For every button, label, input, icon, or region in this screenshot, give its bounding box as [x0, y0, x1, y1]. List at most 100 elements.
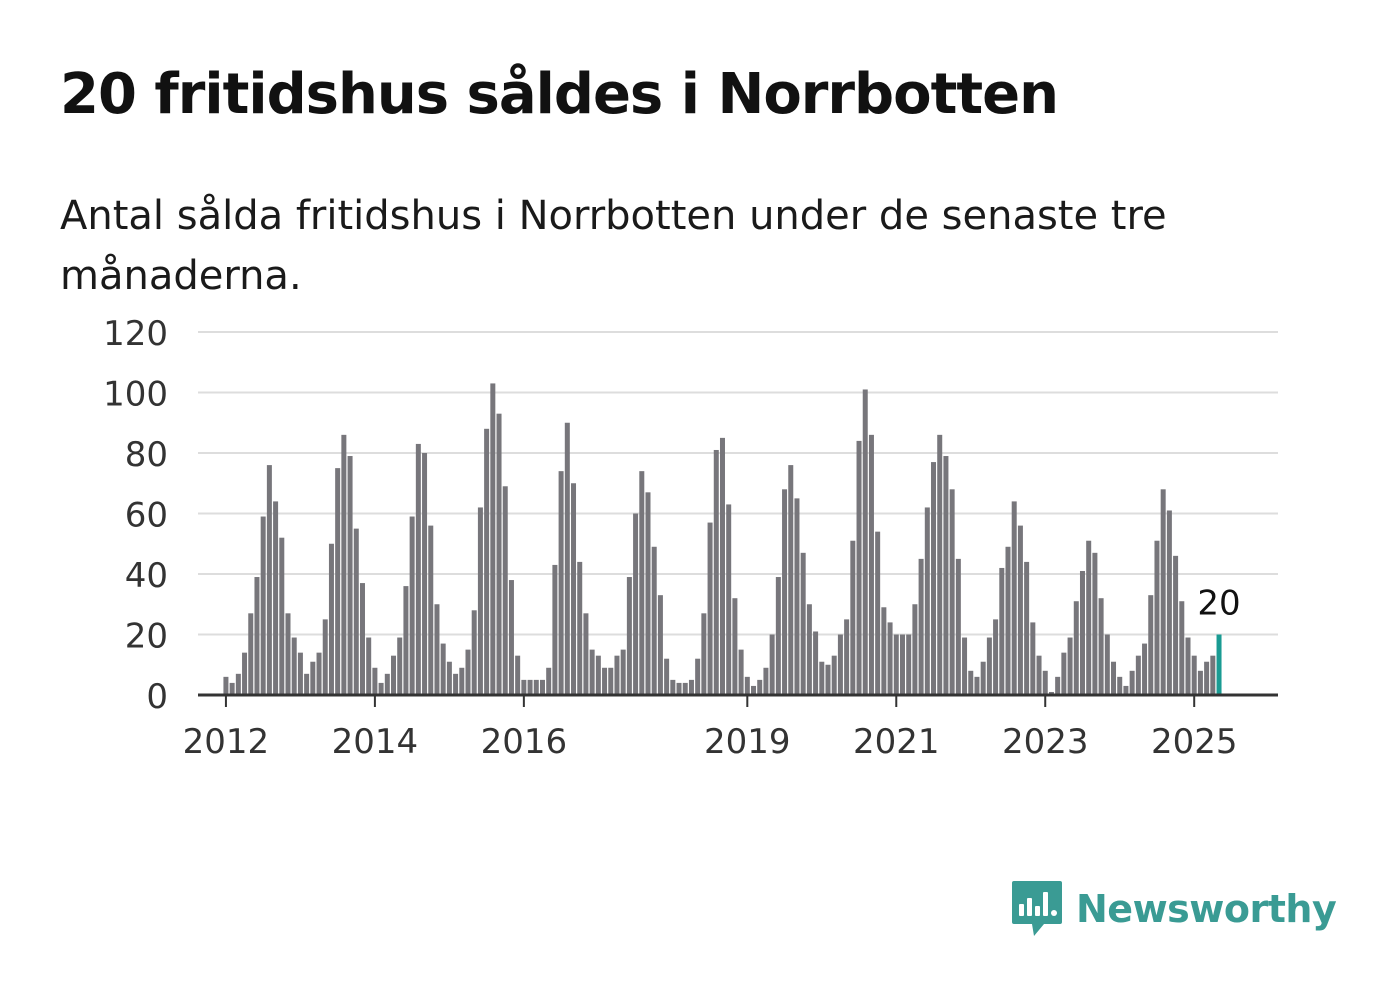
bar — [391, 655, 397, 695]
bar — [875, 531, 881, 695]
bar — [477, 507, 483, 695]
bar — [260, 516, 266, 695]
y-tick-label: 0 — [146, 677, 168, 717]
bar — [248, 613, 254, 695]
bar — [1185, 637, 1191, 695]
bar — [620, 649, 626, 695]
bar — [378, 682, 384, 695]
bar — [962, 637, 968, 695]
bar — [664, 658, 670, 695]
bar — [1104, 634, 1110, 695]
bar — [558, 471, 564, 695]
newsworthy-logo-icon — [1012, 881, 1062, 936]
bar — [564, 422, 570, 695]
bar — [403, 586, 409, 695]
bar — [1024, 561, 1030, 695]
bar — [726, 504, 732, 695]
bar — [844, 619, 850, 695]
bar — [297, 652, 303, 695]
bar — [999, 567, 1005, 695]
bar — [527, 679, 533, 695]
bar — [1191, 655, 1197, 695]
bar — [285, 613, 291, 695]
x-tick-label: 2023 — [1002, 722, 1089, 762]
bar — [515, 655, 521, 695]
bar — [446, 661, 452, 695]
bar — [918, 558, 924, 695]
bar — [825, 664, 831, 695]
bar — [887, 622, 893, 695]
bar — [223, 676, 229, 695]
bar — [1160, 489, 1166, 695]
bar — [291, 637, 297, 695]
bar — [924, 507, 930, 695]
bar — [372, 667, 378, 695]
highlight-bar — [1216, 634, 1222, 695]
bar — [676, 682, 682, 695]
bar — [1148, 595, 1154, 695]
bar — [1197, 670, 1203, 695]
chart-title: 20 fritidshus såldes i Norrbotten — [60, 62, 1059, 127]
bar — [440, 643, 446, 695]
bar — [335, 468, 341, 695]
bar — [968, 670, 974, 695]
bar — [229, 682, 235, 695]
bar — [769, 634, 775, 695]
bar — [1123, 685, 1129, 695]
bar — [409, 516, 415, 695]
bar — [484, 428, 490, 695]
bar — [719, 437, 725, 695]
bar — [1173, 555, 1179, 695]
x-tick-label: 2014 — [332, 722, 419, 762]
newsworthy-logo: Newsworthy — [1010, 878, 1337, 940]
bar — [1117, 676, 1123, 695]
bar — [670, 679, 676, 695]
bar — [1073, 601, 1079, 695]
bar — [862, 389, 868, 695]
bar — [775, 577, 781, 695]
newsworthy-wordmark: Newsworthy — [1076, 887, 1337, 931]
bar — [465, 649, 471, 695]
bar — [732, 598, 738, 695]
bar — [682, 682, 688, 695]
bar — [657, 595, 663, 695]
bar — [1048, 691, 1054, 695]
bar — [949, 489, 955, 695]
bar — [794, 498, 800, 695]
bar — [1111, 661, 1117, 695]
bar — [651, 546, 657, 695]
bar — [1042, 670, 1048, 695]
bar — [614, 655, 620, 695]
bar — [235, 673, 241, 695]
bar — [806, 604, 812, 695]
bar — [577, 561, 583, 695]
bar — [757, 679, 763, 695]
bar — [931, 462, 937, 695]
chart-subtitle: Antal sålda fritidshus i Norrbotten unde… — [60, 193, 1167, 299]
bar — [602, 667, 608, 695]
bar — [1086, 540, 1092, 695]
y-tick-label: 20 — [125, 617, 168, 657]
x-tick-label: 2025 — [1151, 722, 1238, 762]
x-tick-label: 2016 — [481, 722, 568, 762]
bar — [415, 443, 421, 695]
y-tick-label: 100 — [103, 375, 168, 415]
bar — [471, 610, 477, 695]
bar — [744, 676, 750, 695]
bar — [1079, 570, 1085, 695]
bar — [906, 634, 912, 695]
bar — [782, 489, 788, 695]
bar — [316, 652, 322, 695]
bar — [428, 525, 434, 695]
bar — [273, 501, 279, 695]
bar — [980, 661, 986, 695]
bar — [751, 685, 757, 695]
bar — [608, 667, 614, 695]
bar — [422, 453, 428, 695]
annotations: 20 — [1197, 584, 1240, 624]
bar — [695, 658, 701, 695]
bar — [533, 679, 539, 695]
bar — [1055, 676, 1061, 695]
y-tick-label: 40 — [125, 556, 168, 596]
bar — [1098, 598, 1104, 695]
